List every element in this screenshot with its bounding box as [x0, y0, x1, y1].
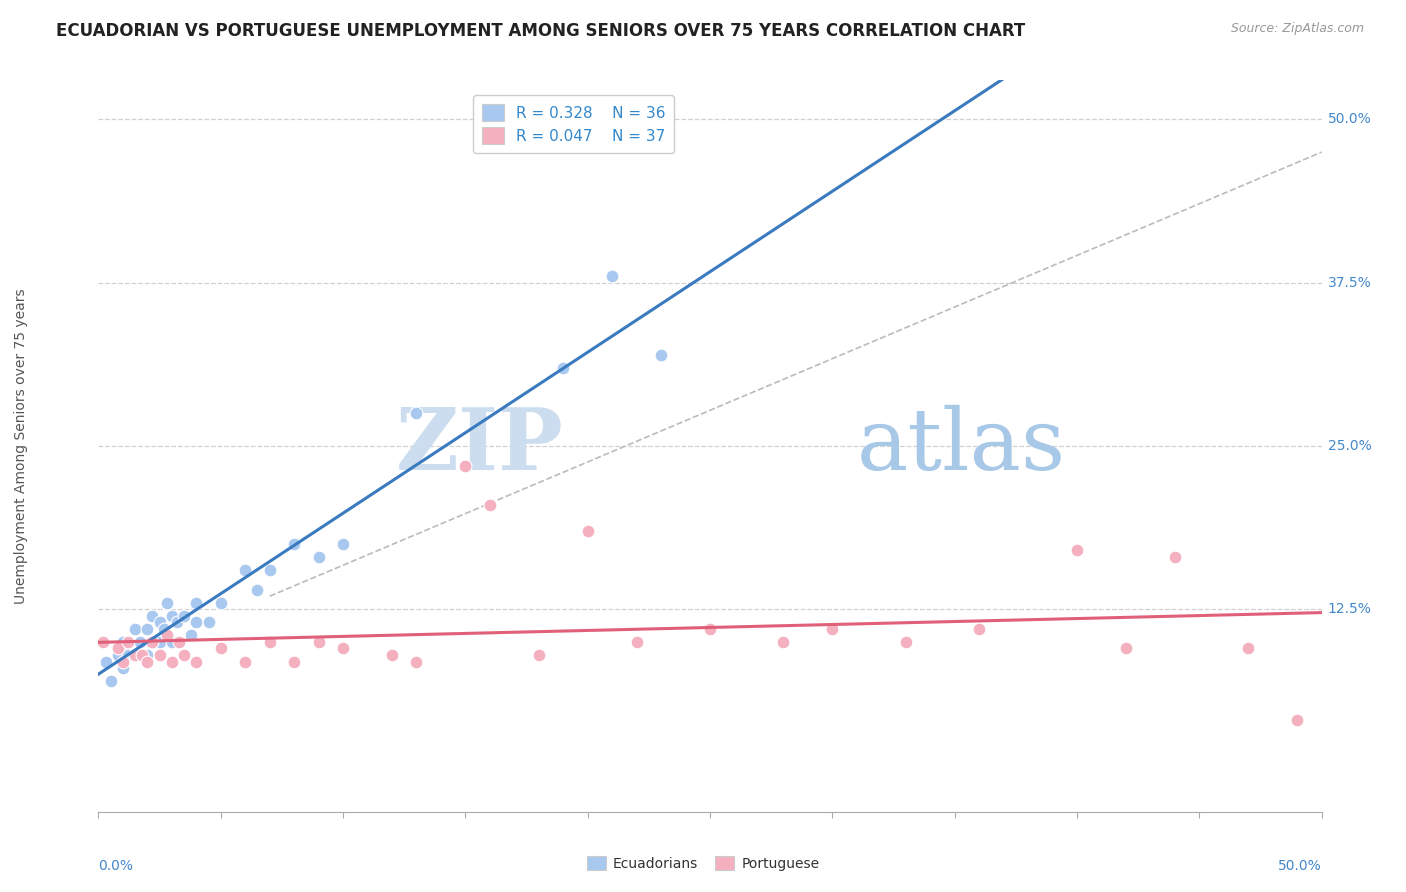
- Point: [600, 269, 623, 284]
- Point: [136, 655, 159, 669]
- Point: [156, 596, 179, 610]
- Text: 37.5%: 37.5%: [1327, 276, 1371, 290]
- Point: [1115, 641, 1137, 656]
- Point: [332, 537, 354, 551]
- Point: [131, 648, 153, 662]
- Point: [94, 655, 117, 669]
- Point: [124, 622, 146, 636]
- Point: [1237, 641, 1260, 656]
- Point: [136, 648, 159, 662]
- Point: [111, 635, 134, 649]
- Point: [405, 655, 427, 669]
- Point: [1164, 549, 1187, 564]
- Point: [180, 628, 202, 642]
- Text: 0.0%: 0.0%: [98, 859, 134, 873]
- Text: Unemployment Among Seniors over 75 years: Unemployment Among Seniors over 75 years: [14, 288, 28, 604]
- Point: [259, 635, 281, 649]
- Point: [186, 596, 208, 610]
- Legend: R = 0.328    N = 36, R = 0.047    N = 37: R = 0.328 N = 36, R = 0.047 N = 37: [472, 95, 675, 153]
- Point: [124, 648, 146, 662]
- Text: 12.5%: 12.5%: [1327, 602, 1372, 616]
- Point: [772, 635, 794, 649]
- Point: [160, 608, 183, 623]
- Point: [111, 661, 134, 675]
- Point: [166, 615, 188, 630]
- Point: [283, 655, 305, 669]
- Point: [381, 648, 404, 662]
- Legend: Ecuadorians, Portuguese: Ecuadorians, Portuguese: [581, 851, 825, 876]
- Point: [173, 648, 195, 662]
- Point: [173, 608, 195, 623]
- Point: [1286, 714, 1309, 728]
- Text: atlas: atlas: [856, 404, 1066, 488]
- Point: [478, 498, 501, 512]
- Point: [129, 635, 152, 649]
- Point: [186, 615, 208, 630]
- Point: [141, 608, 163, 623]
- Point: [149, 648, 172, 662]
- Point: [308, 635, 330, 649]
- Point: [117, 648, 139, 662]
- Point: [626, 635, 648, 649]
- Point: [527, 648, 550, 662]
- Point: [209, 641, 232, 656]
- Point: [197, 615, 219, 630]
- Point: [259, 563, 281, 577]
- Text: ZIP: ZIP: [395, 404, 564, 488]
- Point: [894, 635, 917, 649]
- Text: 25.0%: 25.0%: [1327, 439, 1371, 453]
- Text: 50.0%: 50.0%: [1327, 112, 1371, 127]
- Point: [124, 648, 146, 662]
- Point: [111, 655, 134, 669]
- Point: [167, 635, 190, 649]
- Point: [149, 615, 172, 630]
- Point: [308, 549, 330, 564]
- Point: [699, 622, 721, 636]
- Point: [156, 628, 179, 642]
- Text: Source: ZipAtlas.com: Source: ZipAtlas.com: [1230, 22, 1364, 36]
- Point: [967, 622, 990, 636]
- Point: [1066, 543, 1088, 558]
- Point: [553, 360, 575, 375]
- Point: [160, 635, 183, 649]
- Point: [576, 524, 599, 538]
- Point: [100, 674, 122, 689]
- Point: [186, 655, 208, 669]
- Point: [149, 635, 172, 649]
- Point: [246, 582, 269, 597]
- Point: [160, 655, 183, 669]
- Point: [141, 635, 163, 649]
- Point: [91, 635, 114, 649]
- Point: [405, 406, 427, 420]
- Point: [332, 641, 354, 656]
- Point: [233, 563, 256, 577]
- Point: [283, 537, 305, 551]
- Point: [141, 635, 163, 649]
- Point: [107, 648, 129, 662]
- Text: 50.0%: 50.0%: [1278, 859, 1322, 873]
- Point: [454, 458, 477, 473]
- Point: [233, 655, 256, 669]
- Point: [153, 622, 176, 636]
- Point: [821, 622, 844, 636]
- Point: [117, 635, 139, 649]
- Text: ECUADORIAN VS PORTUGUESE UNEMPLOYMENT AMONG SENIORS OVER 75 YEARS CORRELATION CH: ECUADORIAN VS PORTUGUESE UNEMPLOYMENT AM…: [56, 22, 1025, 40]
- Point: [650, 348, 672, 362]
- Point: [136, 622, 159, 636]
- Point: [209, 596, 232, 610]
- Point: [107, 641, 129, 656]
